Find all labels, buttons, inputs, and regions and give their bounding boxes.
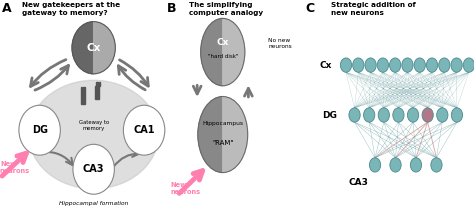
Ellipse shape: [29, 80, 158, 189]
Circle shape: [438, 58, 450, 72]
Bar: [81, 91, 85, 104]
Text: "RAM": "RAM": [212, 140, 234, 146]
Circle shape: [408, 108, 419, 122]
Text: Cx: Cx: [86, 43, 101, 53]
Text: DG: DG: [323, 110, 337, 120]
Text: Gateway to
memory: Gateway to memory: [79, 120, 109, 131]
Wedge shape: [223, 18, 245, 86]
Circle shape: [437, 108, 448, 122]
Circle shape: [463, 58, 474, 72]
Circle shape: [410, 158, 421, 172]
Wedge shape: [201, 18, 223, 86]
Circle shape: [340, 58, 352, 72]
Bar: [95, 82, 97, 86]
Text: CA1: CA1: [133, 125, 155, 135]
Bar: [81, 87, 82, 91]
Circle shape: [451, 108, 463, 122]
Circle shape: [353, 58, 364, 72]
Circle shape: [422, 108, 433, 122]
Text: "hard disk": "hard disk": [208, 54, 238, 59]
Bar: [99, 82, 100, 86]
Text: CA3: CA3: [348, 178, 368, 187]
Wedge shape: [72, 22, 94, 74]
Text: Cx: Cx: [217, 38, 229, 47]
Circle shape: [369, 158, 381, 172]
Circle shape: [73, 144, 114, 194]
Circle shape: [427, 58, 438, 72]
Wedge shape: [223, 97, 247, 173]
Bar: [82, 87, 84, 91]
Circle shape: [390, 158, 401, 172]
Text: DG: DG: [32, 125, 47, 135]
Text: The simplifying
computer analogy: The simplifying computer analogy: [189, 2, 263, 16]
Circle shape: [365, 58, 376, 72]
Text: CA3: CA3: [83, 164, 104, 174]
Wedge shape: [198, 97, 223, 173]
Bar: [97, 82, 98, 86]
Text: B: B: [167, 2, 177, 15]
Text: A: A: [2, 2, 11, 15]
Text: New
neurons: New neurons: [170, 182, 201, 195]
Circle shape: [377, 58, 389, 72]
Bar: [84, 87, 85, 91]
Circle shape: [123, 105, 165, 155]
Circle shape: [393, 108, 404, 122]
Text: New
neurons: New neurons: [0, 161, 30, 174]
Text: Strategic addition of
new neurons: Strategic addition of new neurons: [331, 2, 415, 16]
Circle shape: [414, 58, 425, 72]
Circle shape: [451, 58, 462, 72]
Bar: [95, 86, 99, 99]
Circle shape: [19, 105, 60, 155]
Text: Hippocampal formation: Hippocampal formation: [59, 201, 128, 206]
Circle shape: [364, 108, 375, 122]
Wedge shape: [94, 22, 115, 74]
Text: C: C: [305, 2, 314, 15]
Text: Hippocampus: Hippocampus: [202, 121, 243, 126]
Circle shape: [431, 158, 442, 172]
Text: Cx: Cx: [320, 61, 332, 70]
Circle shape: [390, 58, 401, 72]
Circle shape: [349, 108, 360, 122]
Text: New gatekeepers at the
gateway to memory?: New gatekeepers at the gateway to memory…: [22, 2, 120, 16]
Text: No new
neurons: No new neurons: [268, 38, 292, 49]
Circle shape: [378, 108, 390, 122]
Circle shape: [402, 58, 413, 72]
